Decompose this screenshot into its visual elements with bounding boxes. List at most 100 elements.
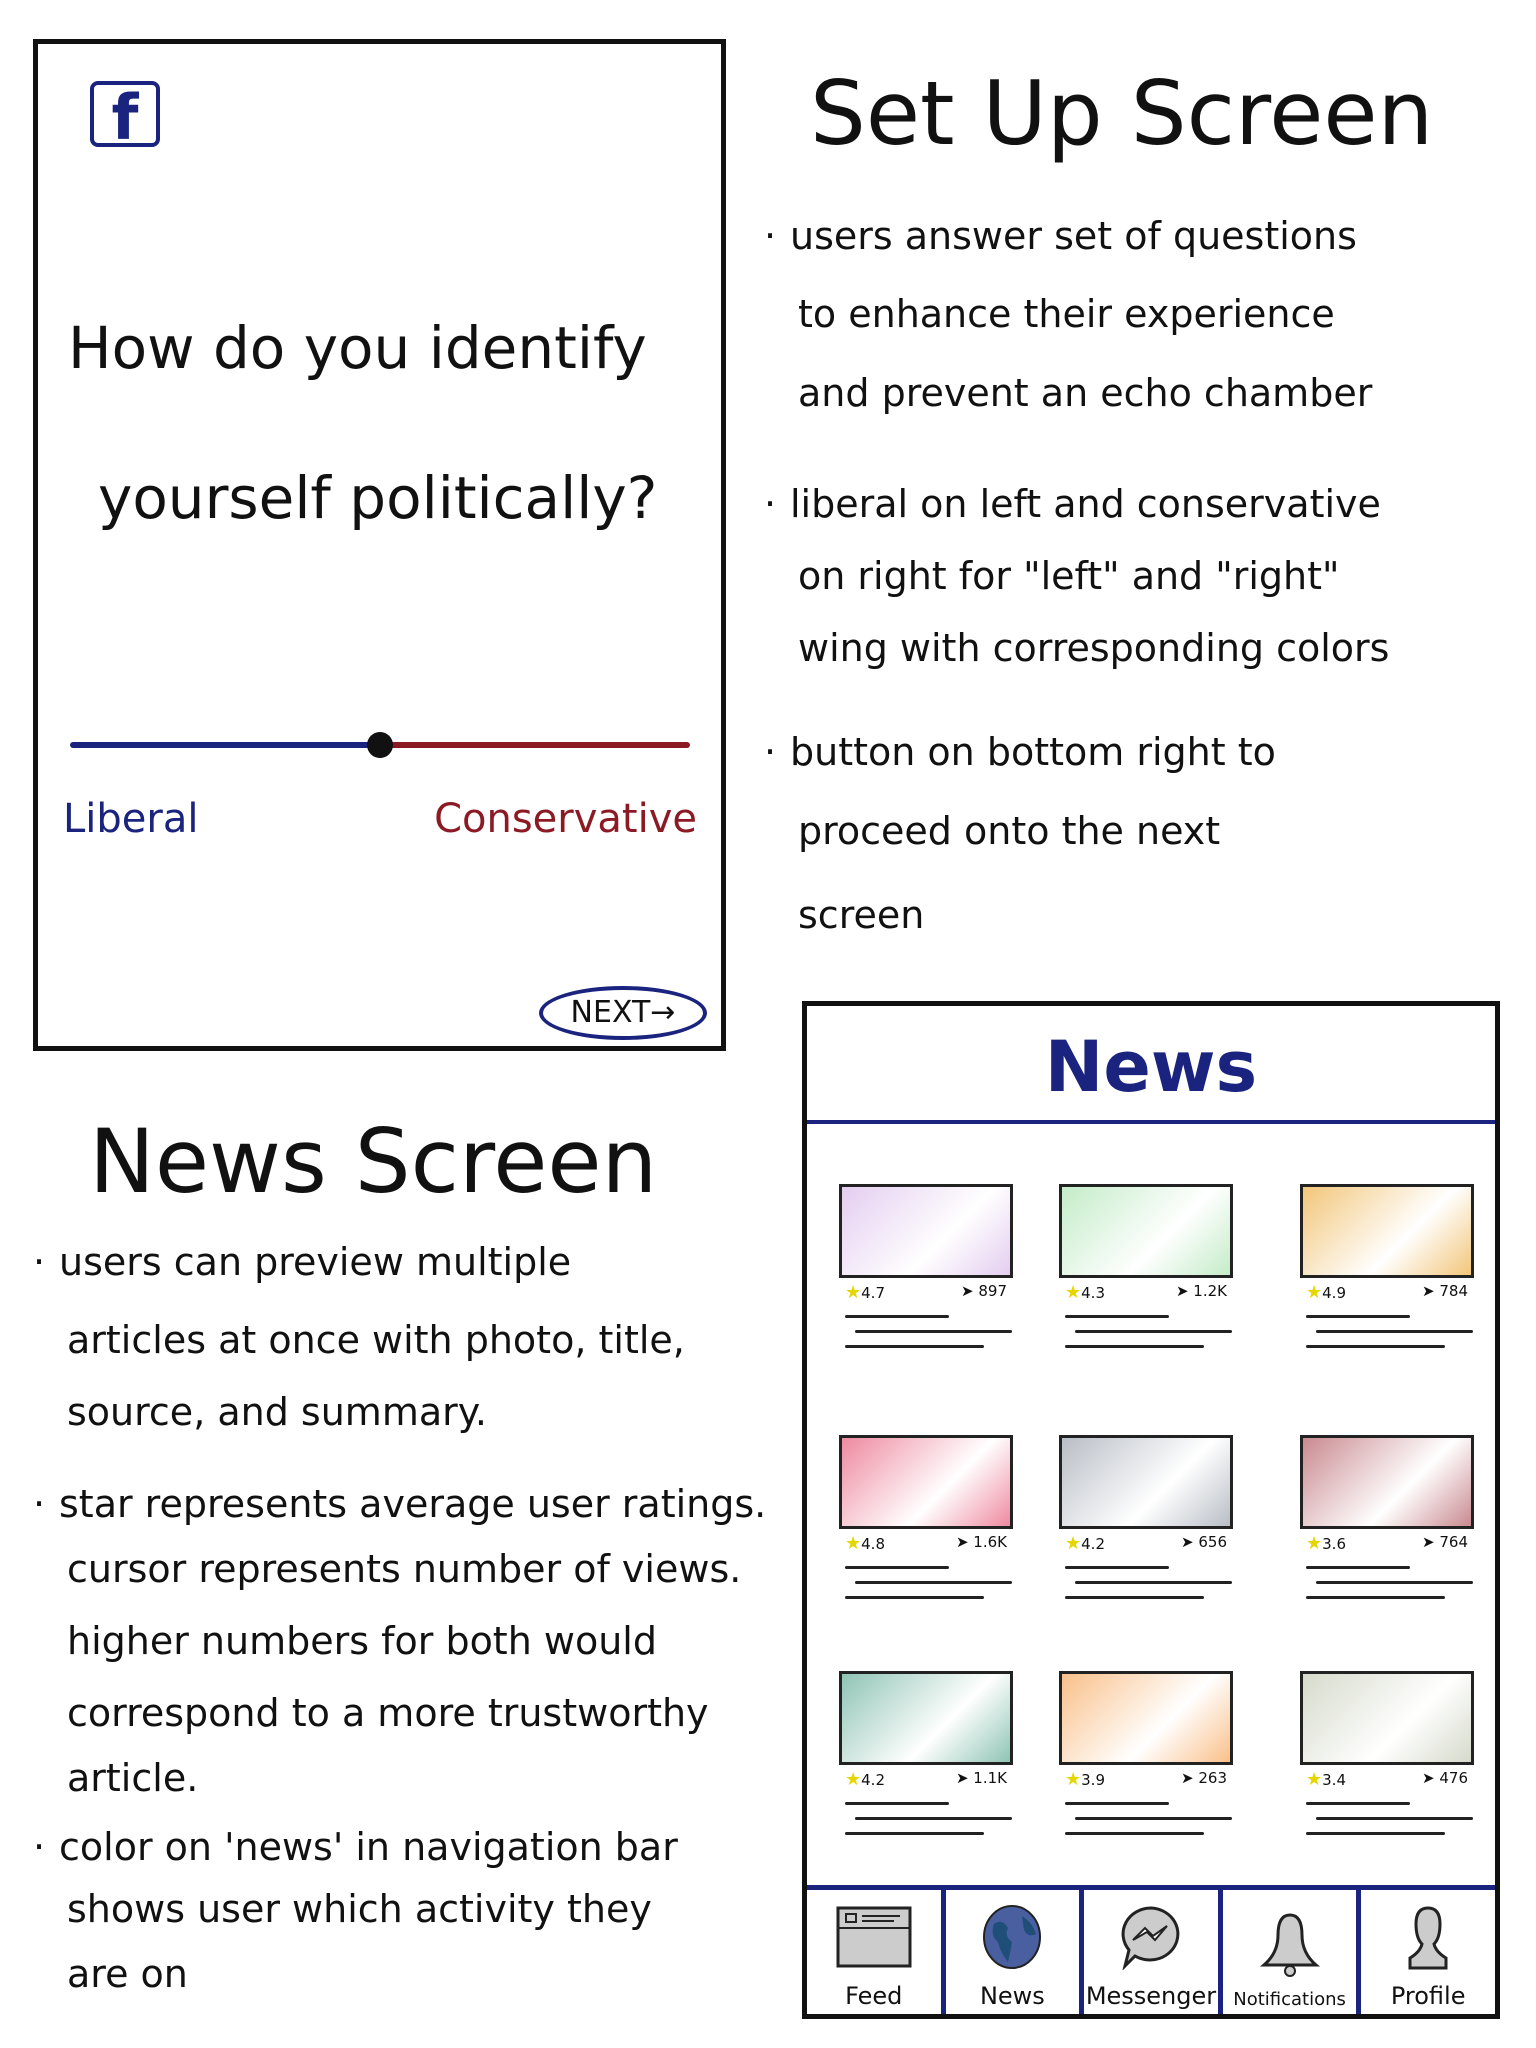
views-value: 263 <box>1198 1769 1227 1787</box>
rating-value: 3.9 <box>1081 1771 1105 1789</box>
article-card[interactable]: ★3.4 ➤ 476 <box>1300 1671 1474 1835</box>
cursor-icon: ➤ <box>961 1282 979 1300</box>
question-line-2: yourself politically? <box>98 464 658 532</box>
bullet-line: article. <box>67 1756 199 1800</box>
article-stats: ★4.8 ➤ 1.6K <box>839 1533 1013 1554</box>
rating: ★4.7 <box>845 1282 885 1303</box>
article-thumbnail[interactable] <box>839 1184 1013 1278</box>
article-thumbnail[interactable] <box>1300 1184 1474 1278</box>
rating-value: 4.3 <box>1081 1284 1105 1302</box>
summary-scribble <box>845 1832 985 1835</box>
article-stats: ★4.2 ➤ 1.1K <box>839 1769 1013 1790</box>
views-value: 1.6K <box>973 1533 1007 1551</box>
feed-icon <box>834 1904 914 1982</box>
nav-label: Profile <box>1390 1982 1466 2010</box>
article-thumbnail[interactable] <box>1059 1671 1233 1765</box>
summary-scribble <box>1306 1802 1411 1805</box>
conservative-label: Conservative <box>434 796 697 842</box>
bell-icon <box>1250 1911 1330 1989</box>
views-value: 476 <box>1439 1769 1468 1787</box>
bullet-line-first: button on bottom right to <box>790 730 1276 774</box>
summary-scribble <box>1306 1832 1446 1835</box>
navigation-bar: Feed News Messenger Notifications Profile <box>807 1885 1495 2014</box>
bullet-line: shows user which activity they <box>67 1887 652 1931</box>
star-icon: ★ <box>1065 1769 1082 1790</box>
bullet-dot: · <box>33 1482 46 1526</box>
article-card[interactable]: ★4.3 ➤ 1.2K <box>1059 1184 1233 1348</box>
article-thumbnail[interactable] <box>839 1435 1013 1529</box>
views-value: 897 <box>978 1282 1007 1300</box>
rating-value: 4.2 <box>861 1771 885 1789</box>
article-thumbnail[interactable] <box>1059 1184 1233 1278</box>
article-stats: ★4.3 ➤ 1.2K <box>1059 1282 1233 1303</box>
cursor-icon: ➤ <box>1422 1282 1440 1300</box>
slider-track-conservative[interactable] <box>380 742 690 748</box>
bullet-line: proceed onto the next <box>798 809 1221 853</box>
bullet-dot: · <box>764 482 777 526</box>
article-card[interactable]: ★3.6 ➤ 764 <box>1300 1435 1474 1599</box>
facebook-logo-icon: f <box>90 81 160 151</box>
article-card[interactable]: ★4.8 ➤ 1.6K <box>839 1435 1013 1599</box>
cursor-icon: ➤ <box>1422 1533 1440 1551</box>
summary-scribble <box>1065 1596 1205 1599</box>
news-notes-title: News Screen <box>89 1110 658 1213</box>
article-card[interactable]: ★4.9 ➤ 784 <box>1300 1184 1474 1348</box>
bullet-line-first: color on 'news' in navigation bar <box>59 1825 678 1869</box>
summary-scribble <box>845 1315 950 1318</box>
views: ➤ 263 <box>1181 1769 1227 1790</box>
nav-item-news[interactable]: News <box>940 1890 1080 2014</box>
star-icon: ★ <box>845 1282 862 1303</box>
news-screen-mockup: News ★4.7 ➤ 897 ★4.3 ➤ 1.2K ★4.9 ➤ 784 ★4.8 ➤ 1… <box>802 1001 1500 2019</box>
rating-value: 4.9 <box>1322 1284 1346 1302</box>
views: ➤ 1.6K <box>956 1533 1007 1554</box>
rating: ★4.9 <box>1306 1282 1346 1303</box>
views-value: 1.2K <box>1193 1282 1227 1300</box>
bullet-line: correspond to a more trustworthy <box>67 1691 709 1735</box>
political-slider-handle[interactable] <box>367 732 393 758</box>
summary-scribble <box>1306 1315 1411 1318</box>
article-card[interactable]: ★4.7 ➤ 897 <box>839 1184 1013 1348</box>
article-stats: ★3.9 ➤ 263 <box>1059 1769 1233 1790</box>
question-line-1: How do you identify <box>68 314 647 382</box>
nav-item-notifications[interactable]: Notifications <box>1217 1890 1357 2014</box>
next-button[interactable]: NEXT→ <box>539 986 707 1040</box>
rating-value: 3.6 <box>1322 1535 1346 1553</box>
setup-notes-title: Set Up Screen <box>810 62 1434 165</box>
nav-item-messenger[interactable]: Messenger <box>1079 1890 1218 2014</box>
summary-scribble <box>1065 1802 1170 1805</box>
bullet-line-first: users answer set of questions <box>790 214 1357 258</box>
article-card[interactable]: ★3.9 ➤ 263 <box>1059 1671 1233 1835</box>
globe-icon <box>972 1904 1052 1982</box>
bullet-line-first: star represents average user ratings. <box>59 1482 767 1526</box>
bullet-dot: · <box>764 214 777 258</box>
article-card[interactable]: ★4.2 ➤ 656 <box>1059 1435 1233 1599</box>
views-value: 656 <box>1198 1533 1227 1551</box>
article-card[interactable]: ★4.2 ➤ 1.1K <box>839 1671 1013 1835</box>
views: ➤ 897 <box>961 1282 1007 1303</box>
rating-value: 4.2 <box>1081 1535 1105 1553</box>
summary-scribble <box>1065 1315 1170 1318</box>
nav-item-profile[interactable]: Profile <box>1356 1890 1495 2014</box>
article-thumbnail[interactable] <box>1300 1671 1474 1765</box>
messenger-icon <box>1111 1904 1191 1982</box>
slider-track-liberal[interactable] <box>70 742 380 748</box>
summary-scribble <box>1075 1817 1232 1820</box>
article-thumbnail[interactable] <box>1300 1435 1474 1529</box>
views: ➤ 1.2K <box>1176 1282 1227 1303</box>
views: ➤ 1.1K <box>956 1769 1007 1790</box>
header-divider <box>807 1120 1495 1124</box>
rating: ★4.8 <box>845 1533 885 1554</box>
article-thumbnail[interactable] <box>1059 1435 1233 1529</box>
bullet-line: and prevent an echo chamber <box>798 371 1373 415</box>
cursor-icon: ➤ <box>1175 1282 1194 1300</box>
summary-scribble <box>1306 1566 1411 1569</box>
star-icon: ★ <box>845 1769 862 1790</box>
star-icon: ★ <box>1306 1282 1323 1303</box>
article-stats: ★4.7 ➤ 897 <box>839 1282 1013 1303</box>
article-thumbnail[interactable] <box>839 1671 1013 1765</box>
rating: ★3.6 <box>1306 1533 1346 1554</box>
views: ➤ 784 <box>1422 1282 1468 1303</box>
rating: ★4.2 <box>1065 1533 1105 1554</box>
nav-item-feed[interactable]: Feed <box>807 1890 941 2014</box>
summary-scribble <box>855 1817 1012 1820</box>
